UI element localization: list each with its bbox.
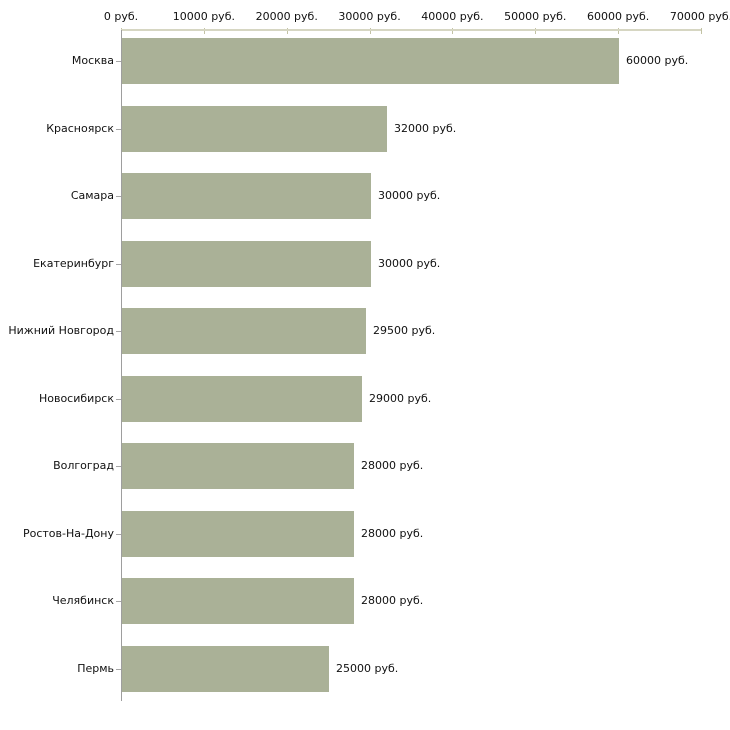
bar [122, 510, 354, 557]
category-label: Красноярск [46, 121, 114, 135]
category-tick-mark [116, 61, 121, 62]
category-tick-mark [116, 331, 121, 332]
x-axis-tick-mark [287, 28, 288, 34]
bar [122, 308, 366, 354]
category-label: Челябинск [52, 594, 114, 607]
bar [122, 38, 619, 84]
bar [122, 173, 371, 219]
x-axis-tick-label: 70000 руб. [669, 10, 730, 23]
x-axis-tick-label: 40000 руб. [421, 10, 484, 23]
bar [122, 645, 329, 692]
category-label: Самара [70, 189, 114, 202]
category-tick-mark [116, 601, 121, 602]
value-label: 28000 руб. [361, 459, 424, 472]
category-tick-mark [116, 669, 121, 670]
bar [122, 105, 387, 152]
category-tick-mark [116, 129, 121, 130]
category-tick-mark [116, 399, 121, 400]
value-label: 29000 руб. [369, 391, 432, 405]
category-label: Екатеринбург [33, 256, 114, 270]
category-label: Ростов-На-Дону [22, 526, 114, 540]
x-axis-tick-mark [204, 28, 205, 34]
value-label: 32000 руб. [394, 121, 457, 135]
value-label: 29500 руб. [373, 324, 436, 337]
bar [122, 443, 354, 489]
category-tick-mark [116, 534, 121, 535]
bar [122, 240, 371, 287]
category-label: Нижний Новгород [8, 324, 114, 337]
value-label: 28000 руб. [361, 594, 424, 607]
x-axis-tick-mark [370, 28, 371, 34]
x-axis-tick-label: 60000 руб. [587, 10, 650, 23]
category-label: Новосибирск [38, 391, 114, 405]
x-axis-tick-label: 50000 руб. [504, 10, 567, 23]
value-label: 30000 руб. [378, 189, 441, 202]
x-axis-tick-mark [452, 28, 453, 34]
x-axis-tick-label: 10000 руб. [172, 10, 235, 23]
value-label: 30000 руб. [378, 256, 441, 270]
x-axis-tick-label: 0 руб. [103, 10, 139, 23]
x-axis-tick-label: 20000 руб. [255, 10, 318, 23]
x-axis-line [121, 29, 701, 31]
bar [122, 375, 362, 422]
category-label: Москва [71, 54, 114, 67]
category-tick-mark [116, 264, 121, 265]
value-label: 25000 руб. [336, 661, 399, 675]
category-tick-mark [116, 196, 121, 197]
x-axis-tick-label: 30000 руб. [338, 10, 401, 23]
bar [122, 578, 354, 624]
category-label: Пермь [77, 661, 114, 675]
x-axis-tick-mark [535, 28, 536, 34]
y-axis-line [121, 30, 122, 701]
category-label: Волгоград [53, 459, 114, 472]
value-label: 60000 руб. [626, 54, 689, 67]
category-tick-mark [116, 466, 121, 467]
x-axis-tick-mark [701, 28, 702, 34]
x-axis-tick-mark [618, 28, 619, 34]
value-label: 28000 руб. [361, 526, 424, 540]
